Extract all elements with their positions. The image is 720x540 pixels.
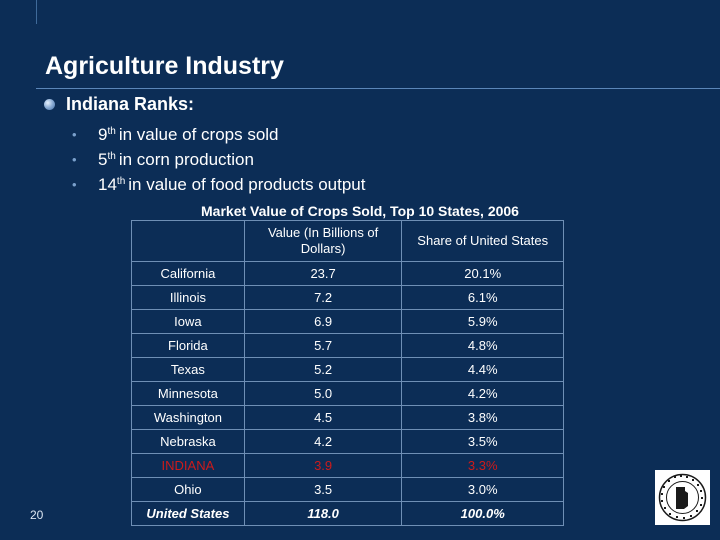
table-header-row: Value (In Billions of Dollars) Share of … <box>131 220 564 262</box>
cell-share: 20.1% <box>401 261 564 286</box>
cell-state: California <box>131 261 245 286</box>
cell-share: 5.9% <box>401 309 564 334</box>
table-row: Texas 5.2 4.4% <box>131 357 564 382</box>
cell-state: Texas <box>131 357 245 382</box>
cell-share: 3.3% <box>401 453 564 478</box>
cell-share: 4.4% <box>401 357 564 382</box>
table-row: California 23.7 20.1% <box>131 261 564 286</box>
table-row: Nebraska 4.2 3.5% <box>131 429 564 454</box>
cell-value: 5.0 <box>243 381 403 406</box>
cell-state: INDIANA <box>131 453 245 478</box>
cell-value: 3.9 <box>243 453 403 478</box>
cell-share: 100.0% <box>401 501 564 526</box>
cell-value: 4.2 <box>243 429 403 454</box>
cell-state: Washington <box>131 405 245 430</box>
rank-description: in value of crops sold <box>118 125 279 144</box>
cell-value: 5.7 <box>243 333 403 358</box>
cell-value: 23.7 <box>243 261 403 286</box>
table-row-highlight: INDIANA 3.9 3.3% <box>131 453 564 478</box>
sub-bullet-icon: • <box>72 152 77 167</box>
main-bullet-point: Indiana Ranks: <box>44 94 194 115</box>
rank-number: 9 <box>98 125 108 144</box>
page-number: 20 <box>30 508 44 522</box>
cell-value: 7.2 <box>243 285 403 310</box>
table-row: Florida 5.7 4.8% <box>131 333 564 358</box>
bullet-icon <box>44 99 55 110</box>
top-accent-line <box>36 0 37 24</box>
cell-state: Ohio <box>131 477 245 502</box>
cell-state: Iowa <box>131 309 245 334</box>
crop-value-table: Value (In Billions of Dollars) Share of … <box>131 220 564 526</box>
cell-value: 6.9 <box>243 309 403 334</box>
table-row: Ohio 3.5 3.0% <box>131 477 564 502</box>
rank-number: 5 <box>98 150 108 169</box>
rank-description: in corn production <box>118 150 254 169</box>
cell-value: 5.2 <box>243 357 403 382</box>
cell-share: 4.8% <box>401 333 564 358</box>
table-row: Illinois 7.2 6.1% <box>131 285 564 310</box>
sub-bullet-icon: • <box>72 127 77 142</box>
cell-value: 4.5 <box>243 405 403 430</box>
cell-share: 6.1% <box>401 285 564 310</box>
rank-number: 14 <box>98 175 117 194</box>
cell-value: 118.0 <box>243 501 403 526</box>
cell-state: United States <box>131 501 245 526</box>
cell-value: 3.5 <box>243 477 403 502</box>
main-bullet-text: Indiana Ranks: <box>66 94 195 114</box>
rank-description: in value of food products output <box>128 175 366 194</box>
cell-share: 4.2% <box>401 381 564 406</box>
cell-state: Minnesota <box>131 381 245 406</box>
sub-bullet-icon: • <box>72 177 77 192</box>
title-divider <box>36 88 720 89</box>
cell-state: Illinois <box>131 285 245 310</box>
table-row: Iowa 6.9 5.9% <box>131 309 564 334</box>
table-row: Washington 4.5 3.8% <box>131 405 564 430</box>
slide-title: Agriculture Industry <box>45 52 284 80</box>
header-value: Value (In Billions of Dollars) <box>243 220 403 262</box>
cell-share: 3.0% <box>401 477 564 502</box>
table-title: Market Value of Crops Sold, Top 10 State… <box>201 203 519 219</box>
indiana-state-seal-icon <box>655 470 710 525</box>
table-row: Minnesota 5.0 4.2% <box>131 381 564 406</box>
cell-state: Nebraska <box>131 429 245 454</box>
cell-share: 3.5% <box>401 429 564 454</box>
header-state <box>131 220 245 262</box>
cell-share: 3.8% <box>401 405 564 430</box>
cell-state: Florida <box>131 333 245 358</box>
header-share: Share of United States <box>401 220 564 262</box>
table-row-total: United States 118.0 100.0% <box>131 501 564 526</box>
